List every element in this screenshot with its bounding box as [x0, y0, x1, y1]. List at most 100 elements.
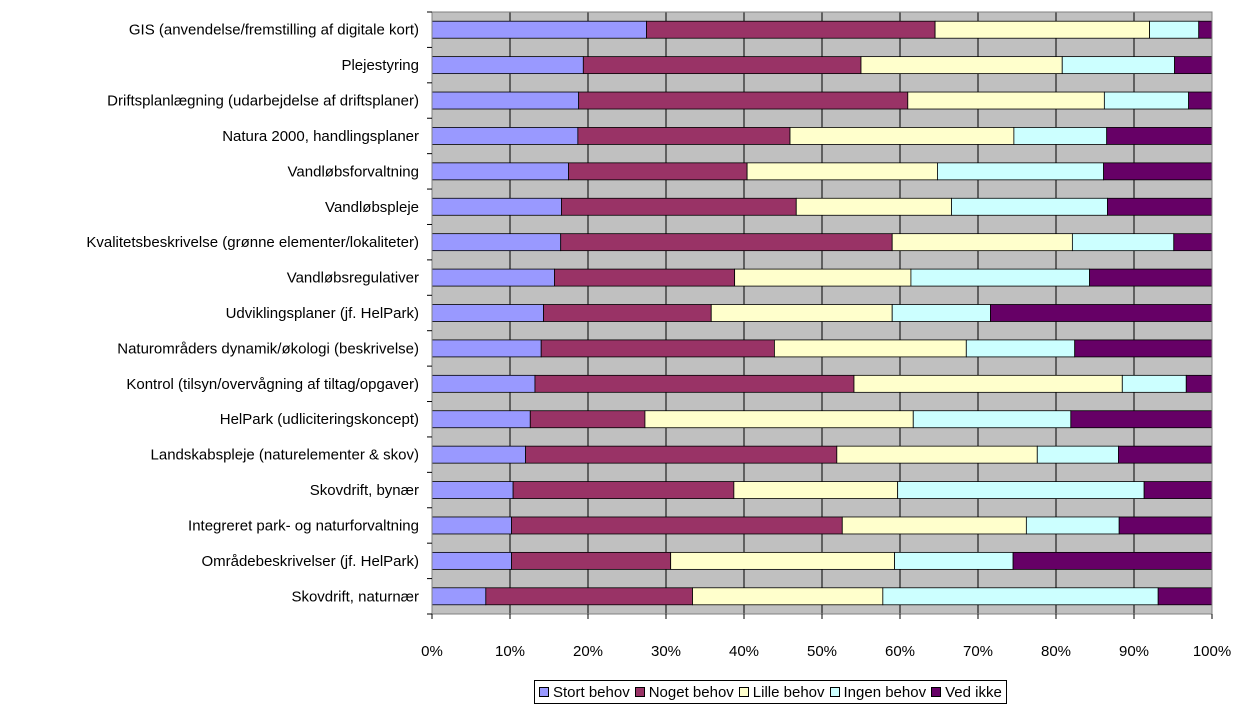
legend-swatch	[738, 687, 749, 697]
bar-segment	[485, 587, 693, 606]
bar-segment	[882, 587, 1159, 606]
legend-swatch	[634, 687, 645, 697]
bar-segment	[577, 127, 791, 145]
category-label: Naturområders dynamik/økologi (beskrivel…	[117, 340, 419, 357]
bar-segment	[897, 481, 1145, 499]
bar-segment	[511, 516, 843, 535]
bar-segment	[841, 516, 1027, 535]
bar-segment	[907, 91, 1105, 110]
bar-segment	[1103, 162, 1213, 181]
x-tick-label: 90%	[1119, 643, 1149, 660]
bar-segment	[853, 374, 1123, 393]
bar-segment	[431, 20, 647, 39]
x-tick-label: 0%	[421, 643, 443, 660]
bar-segment	[692, 587, 884, 606]
x-tick-label: 60%	[885, 643, 915, 660]
bar-segment	[891, 233, 1073, 252]
legend-label: Noget behov	[648, 683, 734, 701]
chart-legend: Stort behov Noget behov Lille behov Ingen b…	[534, 680, 1007, 704]
bar-segment	[431, 445, 526, 464]
legend-item: Ingen behov	[829, 683, 927, 701]
legend-item: Lille behov	[738, 684, 825, 701]
category-label: Kontrol (tilsyn/overvågning af tiltag/op…	[126, 376, 419, 393]
bar-segment	[951, 197, 1108, 216]
bar-segment	[560, 233, 893, 252]
legend-item: Stort behov	[539, 684, 630, 701]
bar-segment	[1061, 56, 1175, 75]
bar-segment	[534, 374, 855, 393]
bar-segment	[431, 127, 579, 145]
bar-segment	[1089, 268, 1213, 287]
bar-segment	[644, 410, 914, 429]
x-tick-label: 20%	[573, 643, 603, 660]
bar-segment	[431, 162, 569, 181]
bar-segment	[543, 304, 712, 322]
bar-segment	[431, 197, 562, 216]
category-label: Vandløbsforvaltning	[288, 163, 419, 180]
bar-segment	[670, 551, 895, 570]
bar-segment	[561, 197, 797, 216]
bar-segment	[578, 91, 909, 110]
bar-segment	[431, 233, 562, 252]
bar-segment	[1074, 339, 1213, 358]
bar-segment	[891, 304, 991, 322]
category-label: Integreret park- og naturforvaltning	[188, 517, 419, 534]
bar-segment	[431, 91, 580, 110]
bar-segment	[511, 551, 672, 570]
x-tick-label: 10%	[495, 643, 525, 660]
bar-segment	[734, 268, 912, 287]
bar-segment	[431, 551, 512, 570]
x-tick-label: 30%	[651, 643, 681, 660]
bar-segment	[431, 339, 542, 358]
bar-segment	[1173, 233, 1213, 252]
category-label: Vandløbsregulativer	[287, 270, 419, 287]
bar-segment	[910, 268, 1090, 287]
legend-swatch	[829, 687, 840, 697]
bar-segment	[582, 56, 862, 75]
bar-segment	[529, 410, 646, 429]
bar-segment	[646, 20, 936, 39]
bar-segment	[894, 551, 1014, 570]
bar-segment	[431, 374, 536, 393]
bar-segment	[1118, 445, 1213, 464]
bar-segment	[1025, 516, 1120, 535]
bar-segment	[554, 268, 736, 287]
bar-segment	[1174, 56, 1213, 75]
legend-item: Ved ikke	[931, 684, 1002, 701]
bar-segment	[1103, 91, 1189, 110]
bar-segment	[1070, 410, 1213, 429]
bar-segment	[512, 481, 735, 499]
category-label: Kvalitetsbeskrivelse (grønne elementer/l…	[86, 234, 419, 251]
x-tick-label: 80%	[1041, 643, 1071, 660]
bar-segment	[1012, 551, 1213, 570]
legend-label: Ingen behov	[843, 683, 927, 701]
bar-segment	[912, 410, 1072, 429]
category-label: Skovdrift, naturnær	[291, 588, 419, 605]
bar-segment	[1107, 197, 1213, 216]
bar-segment	[1118, 516, 1213, 535]
legend-swatch	[931, 687, 942, 697]
legend-label: Ved ikke	[945, 683, 1002, 701]
bar-segment	[568, 162, 748, 181]
bar-segment	[525, 445, 838, 464]
legend-item: Noget behov	[634, 683, 734, 701]
legend-label: Stort behov	[553, 683, 630, 701]
bar-segment	[1013, 127, 1108, 145]
category-label: Natura 2000, handlingsplaner	[222, 128, 419, 145]
bar-segment	[746, 162, 938, 181]
bar-segment	[1106, 127, 1213, 145]
bar-segment	[1188, 91, 1213, 110]
x-tick-label: 50%	[807, 643, 837, 660]
bar-segment	[431, 410, 531, 429]
bar-segment	[431, 304, 544, 322]
bar-segment	[860, 56, 1063, 75]
bar-segment	[965, 339, 1076, 358]
category-label: Skovdrift, bynær	[310, 482, 419, 499]
category-label: Vandløbspleje	[325, 199, 419, 216]
x-tick-label: 40%	[729, 643, 759, 660]
bar-segment	[937, 162, 1104, 181]
bar-segment	[1143, 481, 1213, 499]
bar-segment	[1149, 20, 1200, 39]
category-label: Plejestyring	[341, 57, 419, 74]
bar-segment	[1071, 233, 1175, 252]
